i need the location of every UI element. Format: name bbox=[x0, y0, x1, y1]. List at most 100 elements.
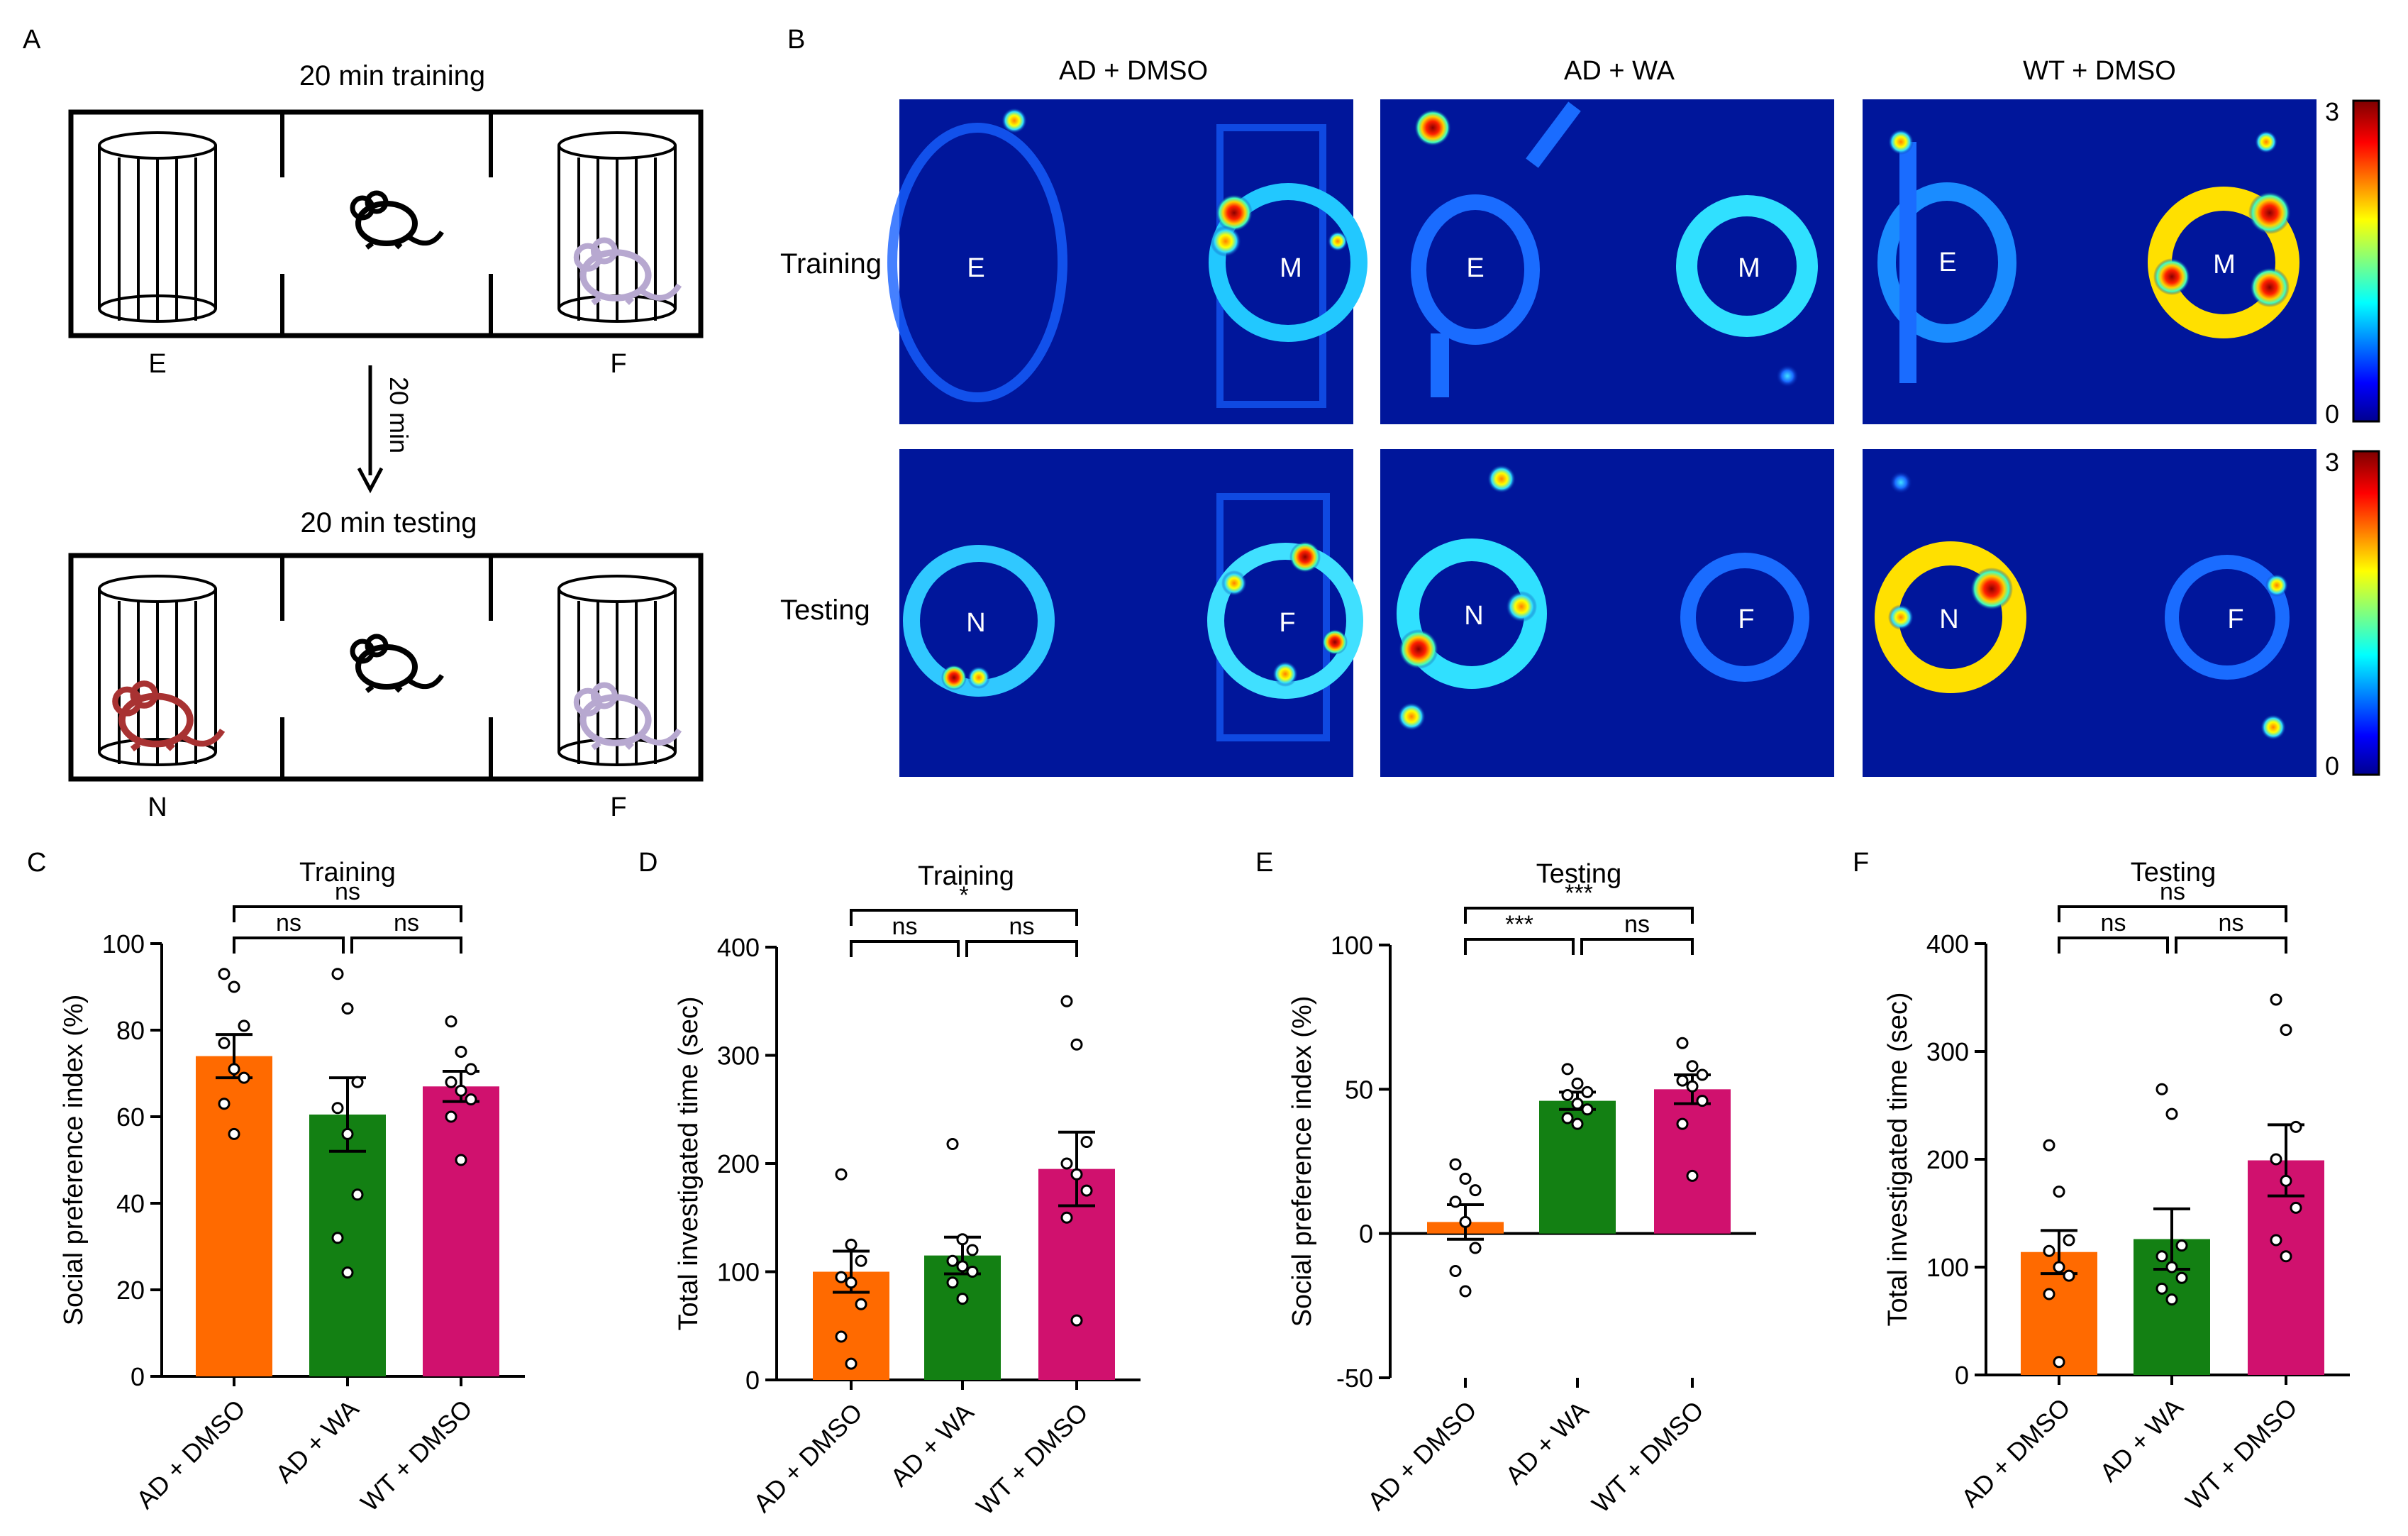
testing-chamber bbox=[68, 553, 704, 782]
heatmap-label-right: M bbox=[1280, 253, 1302, 283]
data-point bbox=[331, 1232, 344, 1244]
y-tick-label: 0 bbox=[1359, 1220, 1373, 1249]
data-point bbox=[1581, 1103, 1594, 1116]
interval-label: 20 min bbox=[384, 377, 414, 453]
y-tick-label: 20 bbox=[116, 1276, 145, 1305]
data-point bbox=[2280, 1024, 2292, 1037]
colorbar-training: 3 0 bbox=[2325, 97, 2380, 429]
significance-label: ns bbox=[276, 910, 301, 936]
data-point bbox=[2053, 1261, 2065, 1273]
data-point bbox=[331, 1102, 344, 1115]
significance-label: ns bbox=[2219, 910, 2244, 936]
data-point bbox=[1459, 1215, 1472, 1228]
data-point bbox=[2063, 1234, 2075, 1247]
y-tick-label: 0 bbox=[745, 1366, 760, 1395]
data-point bbox=[2280, 1250, 2292, 1263]
significance-label: ns bbox=[2101, 910, 2126, 936]
data-point bbox=[218, 1098, 231, 1110]
panel-letter-f: F bbox=[1853, 848, 1869, 878]
data-point bbox=[1676, 1037, 1689, 1049]
data-point bbox=[2155, 1282, 2168, 1295]
data-point bbox=[351, 1076, 364, 1088]
data-point bbox=[2165, 1293, 2178, 1306]
data-point bbox=[351, 1188, 364, 1201]
x-tick-label: AD + DMSO bbox=[748, 1398, 868, 1518]
y-tick-label: 300 bbox=[1926, 1037, 1969, 1066]
familiar-cage bbox=[557, 131, 677, 323]
bar bbox=[1654, 1089, 1731, 1234]
x-tick-label: WT + DMSO bbox=[2180, 1393, 2302, 1515]
y-tick-label: 200 bbox=[717, 1149, 760, 1178]
data-point bbox=[465, 1063, 477, 1076]
data-point bbox=[1571, 1117, 1584, 1130]
y-tick-label: 100 bbox=[102, 929, 145, 958]
heatmap-testing-ad-wa: N F bbox=[1380, 449, 1834, 777]
data-point bbox=[845, 1276, 858, 1289]
data-point bbox=[1676, 1117, 1689, 1130]
data-point bbox=[1686, 1080, 1699, 1093]
chart-title: Testing bbox=[1536, 859, 1621, 889]
chart-d: Training 0 100 200 300 400 Total investigated … bbox=[674, 861, 1141, 1520]
data-point bbox=[1060, 1211, 1073, 1224]
chart-title: Training bbox=[299, 858, 396, 888]
data-point bbox=[341, 1266, 354, 1279]
significance-label: ns bbox=[1009, 913, 1035, 940]
data-point bbox=[455, 1154, 467, 1166]
bar bbox=[924, 1255, 1001, 1380]
data-point bbox=[2053, 1186, 2065, 1198]
y-tick-label: -50 bbox=[1336, 1364, 1373, 1393]
data-point bbox=[2270, 993, 2282, 1006]
data-point bbox=[341, 1002, 354, 1015]
data-point bbox=[1070, 1168, 1083, 1181]
data-point bbox=[2063, 1269, 2075, 1282]
data-point bbox=[2280, 1174, 2292, 1187]
heatmap-label-right: M bbox=[2213, 250, 2236, 280]
data-point bbox=[1696, 1068, 1709, 1081]
panel-letter-c: C bbox=[27, 848, 46, 878]
testing-left-label: N bbox=[148, 792, 167, 822]
x-tick-label: AD + WA bbox=[1499, 1396, 1594, 1490]
y-tick-label: 100 bbox=[1331, 931, 1373, 960]
x-tick-label: AD + WA bbox=[884, 1398, 979, 1492]
data-point bbox=[845, 1238, 858, 1251]
data-point bbox=[1686, 1169, 1699, 1182]
heatmap-col-title-2: AD + WA bbox=[1564, 56, 1675, 86]
y-tick-label: 0 bbox=[131, 1362, 145, 1391]
data-point bbox=[2290, 1120, 2302, 1133]
training-title: 20 min training bbox=[299, 60, 485, 92]
chart-title: Testing bbox=[2131, 858, 2216, 888]
significance-bracket bbox=[1464, 938, 1575, 955]
colorbar-testing: 3 0 bbox=[2325, 448, 2380, 780]
y-tick-label: 300 bbox=[717, 1042, 760, 1071]
significance-label: ns bbox=[1624, 911, 1650, 938]
y-axis-label: Total investigated time (sec) bbox=[674, 997, 704, 1331]
data-point bbox=[1696, 1095, 1709, 1107]
significance-bracket bbox=[2058, 936, 2169, 954]
significance-bracket bbox=[350, 936, 462, 954]
data-point bbox=[445, 1076, 457, 1088]
x-tick-label: AD + DMSO bbox=[131, 1394, 251, 1515]
panel-a: A 20 min training bbox=[23, 25, 704, 822]
data-point bbox=[1561, 1088, 1574, 1101]
heatmap-training-wt-dmso: E M bbox=[1863, 99, 2317, 424]
heatmap-label-right: F bbox=[1738, 604, 1754, 634]
y-tick-label: 40 bbox=[116, 1189, 145, 1218]
data-point bbox=[946, 1254, 959, 1267]
interval-arrow: 20 min bbox=[357, 365, 414, 494]
chart-title: Training bbox=[918, 861, 1014, 891]
data-point bbox=[2175, 1239, 2188, 1252]
colorbar-max: 3 bbox=[2325, 448, 2339, 477]
data-point bbox=[966, 1244, 979, 1256]
data-point bbox=[2043, 1288, 2055, 1300]
data-point bbox=[1449, 1195, 1462, 1208]
significance-label: ns bbox=[394, 910, 419, 936]
heatmap-training-ad-wa: E M bbox=[1380, 99, 1834, 424]
data-point bbox=[946, 1138, 959, 1151]
significance-bracket bbox=[2058, 905, 2287, 922]
data-point bbox=[946, 1276, 959, 1289]
chart-e: Testing -50 0 50 100 Social preference index … bbox=[1287, 859, 1756, 1518]
heatmap-label-left: N bbox=[1939, 604, 1958, 634]
data-point bbox=[966, 1266, 979, 1278]
colorbar-min: 0 bbox=[2325, 751, 2339, 780]
